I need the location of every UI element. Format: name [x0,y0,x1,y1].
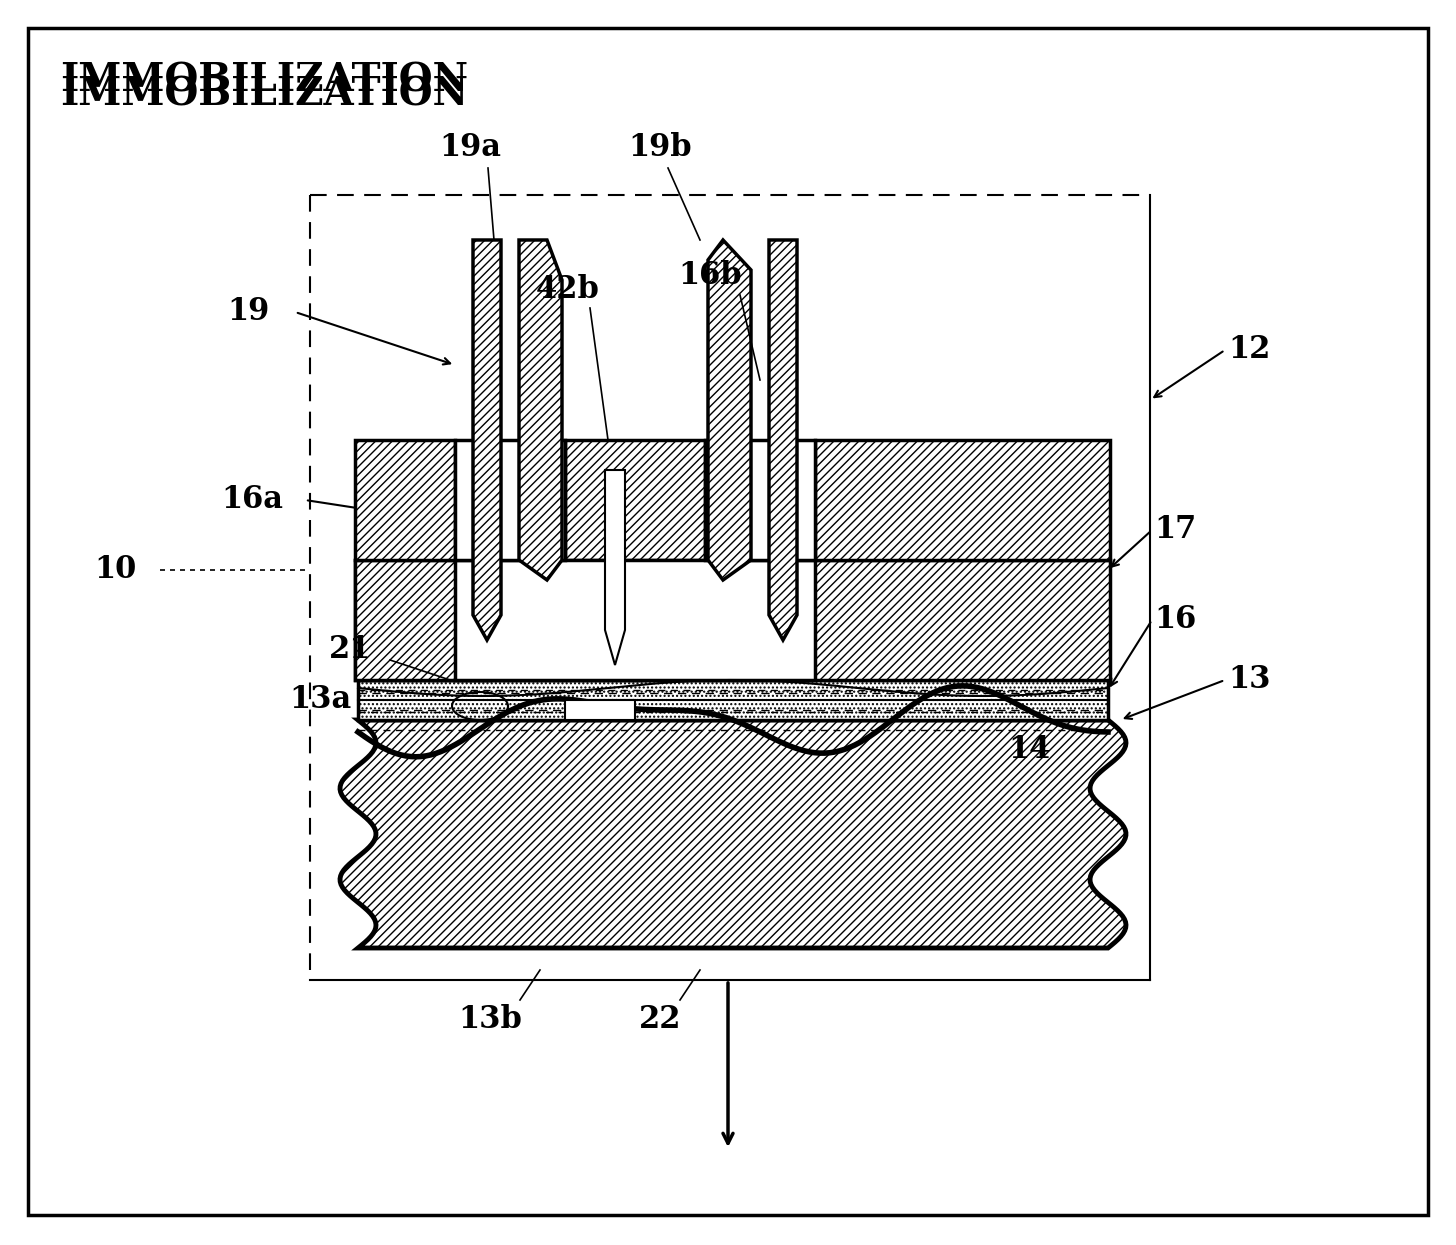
Text: IMMOBILIZATION: IMMOBILIZATION [60,76,467,115]
Bar [454,560,815,680]
Text: 17: 17 [1153,514,1197,545]
Text: 16b: 16b [678,259,741,290]
Text: 13a: 13a [288,685,351,716]
Text: 13b: 13b [459,1005,521,1036]
Bar [454,439,565,560]
Bar [565,439,705,560]
Bar [355,560,1109,680]
Polygon shape [606,471,625,665]
Bar [705,439,815,560]
Text: 16: 16 [1153,605,1197,635]
Text: 19: 19 [227,296,269,327]
Text: 14: 14 [1009,735,1051,766]
Bar [454,439,565,560]
Text: 22: 22 [639,1005,681,1036]
Text: 19a: 19a [440,132,501,163]
Text: 12: 12 [1229,335,1271,366]
Text: 13: 13 [1229,665,1271,696]
Polygon shape [473,240,501,640]
Text: 16a: 16a [221,484,282,515]
Bar [815,439,1109,560]
Text: 42b: 42b [536,274,600,305]
Polygon shape [769,240,796,640]
Bar [358,680,1108,720]
Text: 19b: 19b [628,132,692,163]
Polygon shape [518,240,562,580]
Bar [705,439,815,560]
Polygon shape [708,240,751,580]
Bar [355,439,454,560]
Text: IMMOBILIZATION: IMMOBILIZATION [60,61,467,100]
Text: 21: 21 [329,635,371,666]
Polygon shape [565,700,635,720]
Text: 10: 10 [93,554,135,585]
Polygon shape [341,720,1125,947]
Bar [355,560,491,680]
